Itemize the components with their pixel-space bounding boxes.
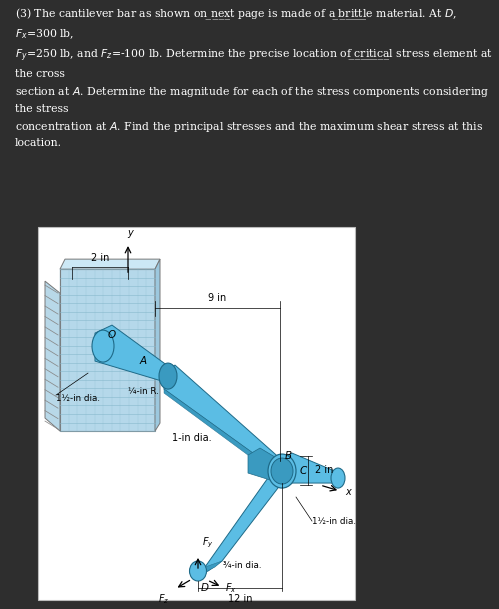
Text: 12 in: 12 in bbox=[228, 594, 252, 604]
Polygon shape bbox=[155, 259, 160, 431]
Polygon shape bbox=[195, 467, 294, 575]
Polygon shape bbox=[248, 448, 280, 483]
Text: A: A bbox=[139, 356, 147, 366]
Ellipse shape bbox=[268, 454, 296, 488]
Text: 2 in: 2 in bbox=[91, 253, 109, 263]
Text: 1-in dia.: 1-in dia. bbox=[172, 433, 212, 443]
Text: y: y bbox=[127, 228, 133, 238]
Text: D: D bbox=[201, 583, 209, 593]
Text: $F_z$: $F_z$ bbox=[158, 592, 170, 606]
Text: 1½-in dia.: 1½-in dia. bbox=[56, 393, 100, 403]
Text: ¼-in R.: ¼-in R. bbox=[128, 387, 159, 396]
Text: 2 in: 2 in bbox=[315, 465, 333, 475]
Text: B: B bbox=[285, 451, 292, 461]
Text: O: O bbox=[108, 330, 116, 340]
Polygon shape bbox=[60, 259, 160, 269]
Polygon shape bbox=[164, 389, 275, 475]
Ellipse shape bbox=[271, 458, 293, 484]
FancyBboxPatch shape bbox=[38, 227, 355, 600]
Polygon shape bbox=[164, 365, 283, 469]
Ellipse shape bbox=[92, 330, 114, 362]
Text: ¾-in dia.: ¾-in dia. bbox=[223, 560, 261, 569]
Text: $F_y$: $F_y$ bbox=[202, 536, 214, 550]
Text: $F_x$: $F_x$ bbox=[225, 581, 237, 595]
Ellipse shape bbox=[331, 468, 345, 488]
Polygon shape bbox=[95, 325, 175, 381]
Text: x: x bbox=[345, 487, 351, 497]
Text: (3) The cantilever bar as shown on ̲n̲e̲x̲t page is made of a ̲b̲r̲i̲t̲t̲l̲e mat: (3) The cantilever bar as shown on ̲n̲e̲… bbox=[15, 6, 493, 149]
Ellipse shape bbox=[190, 561, 207, 581]
Ellipse shape bbox=[159, 363, 177, 389]
Text: 1½-in dia.: 1½-in dia. bbox=[312, 516, 356, 526]
Polygon shape bbox=[45, 281, 60, 431]
Polygon shape bbox=[200, 561, 222, 575]
Text: 9 in: 9 in bbox=[208, 293, 226, 303]
Polygon shape bbox=[280, 453, 344, 483]
Text: C: C bbox=[300, 466, 307, 476]
Polygon shape bbox=[60, 269, 155, 431]
